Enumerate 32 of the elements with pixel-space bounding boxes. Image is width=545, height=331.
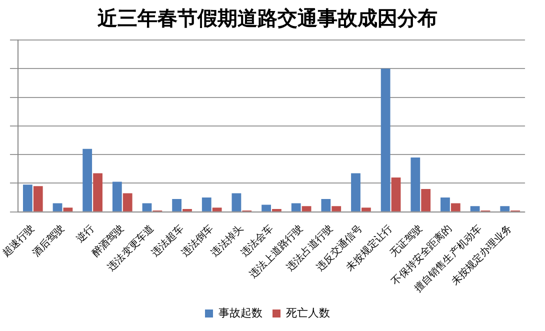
bar <box>302 206 312 212</box>
bar <box>410 157 420 212</box>
bar <box>351 173 360 212</box>
legend-label: 死亡人数 <box>286 306 330 320</box>
bar <box>470 206 480 212</box>
bar <box>33 186 43 212</box>
bar <box>500 206 510 212</box>
bar <box>361 208 371 212</box>
bar <box>291 203 301 212</box>
bar <box>450 203 460 212</box>
bar <box>212 208 222 212</box>
bar <box>321 198 331 212</box>
chart-title: 近三年春节假期道路交通事故成因分布 <box>96 6 438 30</box>
bar <box>391 178 401 212</box>
bar <box>142 203 152 212</box>
bar <box>52 203 62 212</box>
bar <box>380 68 390 212</box>
bar <box>172 198 182 212</box>
bar <box>112 182 122 212</box>
bar <box>232 193 242 212</box>
bar <box>332 206 342 212</box>
bar <box>22 184 32 212</box>
bar <box>122 193 132 212</box>
bar <box>202 198 212 212</box>
x-tick-label: 逆行 <box>74 222 97 246</box>
bar <box>93 173 102 212</box>
bar <box>421 188 431 212</box>
bar <box>63 208 73 212</box>
bar <box>82 148 92 212</box>
legend-label: 事故起数 <box>218 306 262 320</box>
bar <box>440 198 450 212</box>
bar <box>262 204 271 212</box>
